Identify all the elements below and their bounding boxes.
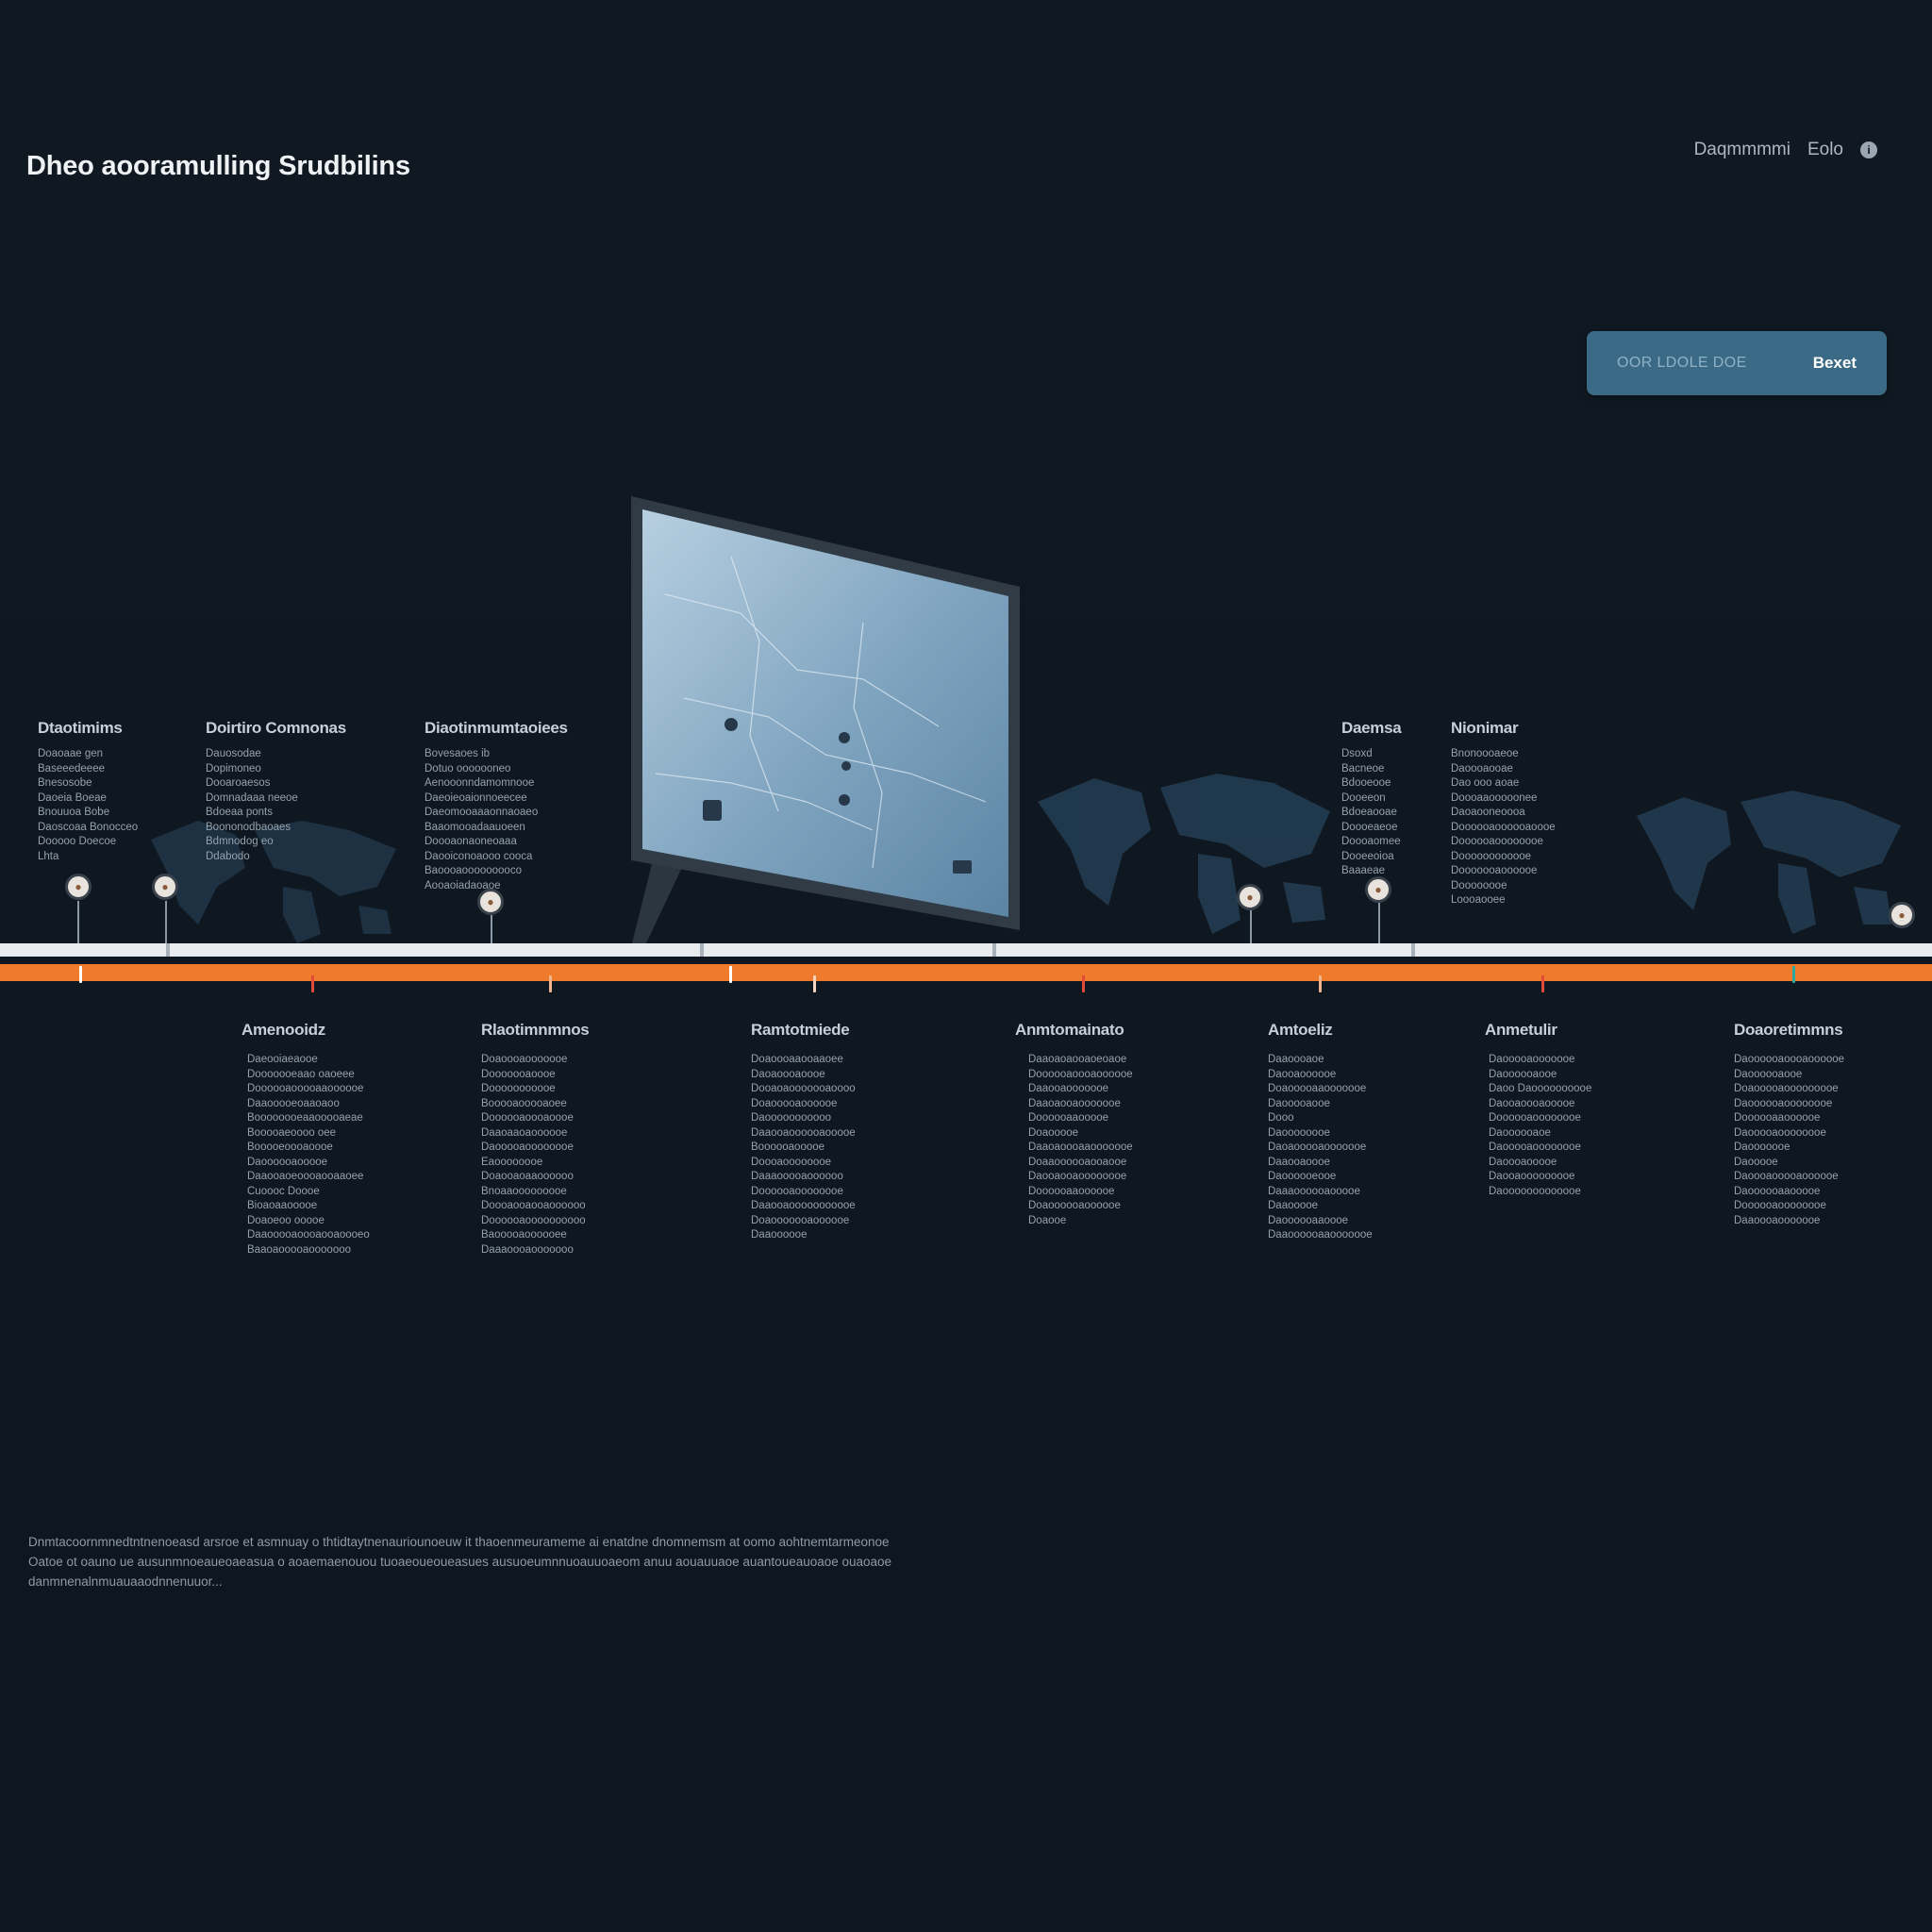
footnote: Dnmtacoornmnedtntnenoeasd arsroe et asmn… [28, 1532, 1019, 1591]
monitor-icon [631, 496, 1020, 943]
event-heading: Daemsa [1341, 719, 1402, 737]
event-heading: Rlaotimnmnos [481, 1021, 590, 1039]
event-block-upper[interactable]: Doirtiro Comnonas Dauosodae Dopimoneo Dooa… [206, 719, 346, 864]
pin-marker-icon[interactable]: ● [1237, 884, 1263, 910]
event-heading: Ramtotmiede [751, 1021, 850, 1039]
event-heading: Diaotinmumtaoiees [425, 719, 568, 737]
event-heading: Amenooidz [242, 1021, 325, 1039]
timeline-axis [0, 964, 1932, 981]
event-description: Daaoooaoe Daooaoooooe Doaooooaaooooooe Daoo… [1268, 1054, 1373, 1241]
event-block-lower[interactable]: Rlaotimnmnos Doaoooaooooooe Dooooooaoooe D… [481, 1021, 590, 1257]
track-separator [700, 943, 704, 957]
pin-marker-icon[interactable]: ● [1365, 876, 1391, 903]
timeline-tick[interactable] [729, 966, 732, 983]
footnote-line: Dnmtacoornmnedtntnenoeasd arsroe et asmn… [28, 1535, 890, 1549]
timeline-tick[interactable] [1319, 975, 1322, 992]
track-separator [166, 943, 170, 957]
pin-marker-icon[interactable]: ● [477, 889, 504, 915]
timeline-tick[interactable] [549, 975, 552, 992]
world-map-icon [1637, 791, 1901, 934]
event-description: Doaoaae gen Baseeedeeee Bnesosobe Daoeia Bo… [38, 748, 139, 862]
event-description: Bovesaoes ib Dotuo ooooooneo Aenooonndamom… [425, 748, 539, 891]
event-description: Doaoooaaooaaoee Daoaoooaoooe Dooaoaooooooa… [751, 1054, 856, 1241]
event-heading: Anmetulir [1485, 1021, 1557, 1039]
event-heading: Doirtiro Comnonas [206, 719, 346, 737]
world-map-icon [1038, 774, 1330, 934]
world-map-icon [151, 821, 396, 943]
event-description: Dsoxd Bacneoe Bdooeooe Dooeeon Bdoeaooae Dooo… [1341, 748, 1401, 876]
event-description: Bnonoooaeoe Daoooaooae Dao ooo aoae Doooaao… [1451, 748, 1556, 906]
event-heading: Nionimar [1451, 719, 1519, 737]
timeline-tick[interactable] [813, 975, 816, 992]
event-heading: Doaoretimmns [1734, 1021, 1843, 1039]
cta-button[interactable]: Bexet [1812, 354, 1857, 372]
timeline-tick[interactable] [1541, 975, 1544, 992]
event-description: Dauosodae Dopimoneo Dooaroaesos Domnadaaa n… [206, 748, 298, 862]
event-block-lower[interactable]: Ramtotmiede Doaoooaaooaaoee Daoaoooaoooe D… [751, 1021, 856, 1243]
pin-stem [1378, 903, 1380, 943]
event-block-lower[interactable]: Amtoeliz Daaoooaoe Daooaoooooe Doaooooaaoo… [1268, 1021, 1373, 1243]
pin-stem [165, 901, 167, 943]
event-block-upper[interactable]: Dtaotimims Doaoaae gen Baseeedeeee Bnesoso… [38, 719, 138, 864]
track-separator [992, 943, 996, 957]
cta-panel: OOR LDOLE DOE Bexet [1587, 331, 1887, 395]
event-description: Daeooiaeaooe Dooooooeaao oaoeee Doooooaooo… [247, 1054, 370, 1256]
cta-hint: OOR LDOLE DOE [1617, 355, 1747, 371]
timeline-tick[interactable] [1082, 975, 1085, 992]
pin-stem [491, 915, 492, 943]
pin-marker-icon[interactable]: ● [152, 874, 178, 900]
event-block-lower[interactable]: Doaoretimmns Daoooooaoooaoooooe Daoooooao… [1734, 1021, 1844, 1228]
nav-link-secondary[interactable]: Eolo [1807, 140, 1843, 159]
event-block-lower[interactable]: Anmtomainato Daaoaoaooaoeoaoe Doooooaoooa… [1015, 1021, 1133, 1228]
pin-marker-icon[interactable]: ● [1889, 902, 1915, 928]
event-heading: Dtaotimims [38, 719, 123, 737]
event-block-lower[interactable]: Amenooidz Daeooiaeaooe Dooooooeaao oaoeee… [242, 1021, 370, 1257]
top-nav: Daqmmmmi Eolo i [1694, 140, 1877, 160]
event-description: Daooooaooooooe Daoooooaooe Daoo Daoooooooo… [1489, 1054, 1592, 1197]
track-separator [1411, 943, 1415, 957]
timeline-tick[interactable] [311, 975, 314, 992]
footnote-line: danmnenalnmuauaaodnnenuuor... [28, 1574, 223, 1589]
pin-stem [77, 901, 79, 943]
info-icon[interactable]: i [1860, 142, 1877, 158]
nav-link-primary[interactable]: Daqmmmmi [1693, 140, 1790, 159]
event-block-lower[interactable]: Anmetulir Daooooaooooooe Daoooooaooe Daoo … [1485, 1021, 1591, 1199]
pin-stem [1250, 910, 1252, 943]
event-description: Doaoooaooooooe Dooooooaoooe Dooooooooooe Bo… [481, 1054, 586, 1256]
timeline-track [0, 943, 1932, 957]
timeline-tick[interactable] [1792, 966, 1795, 983]
event-heading: Anmtomainato [1015, 1021, 1124, 1039]
event-description: Daaoaoaooaoeoaoe Doooooaoooaoooooe Daaooao… [1028, 1054, 1133, 1226]
event-block-upper[interactable]: Daemsa Dsoxd Bacneoe Bdooeooe Dooeeon Bdoeao… [1341, 719, 1402, 879]
timeline-tick[interactable] [79, 966, 82, 983]
event-heading: Amtoeliz [1268, 1021, 1333, 1039]
footnote-line: Oatoe ot oauno ue ausunmnoeaueoaeasua o … [28, 1555, 892, 1569]
event-block-upper[interactable]: Nionimar Bnonoooaeoe Daoooaooae Dao ooo ao… [1451, 719, 1556, 908]
page-title: Dheo aooramulling Srudbilins [26, 151, 410, 181]
pin-marker-icon[interactable]: ● [65, 874, 92, 900]
event-description: Daoooooaoooaoooooe Daoooooaooe Doaooooaooo… [1734, 1054, 1845, 1226]
event-block-upper[interactable]: Diaotinmumtaoiees Bovesaoes ib Dotuo oooo… [425, 719, 568, 893]
